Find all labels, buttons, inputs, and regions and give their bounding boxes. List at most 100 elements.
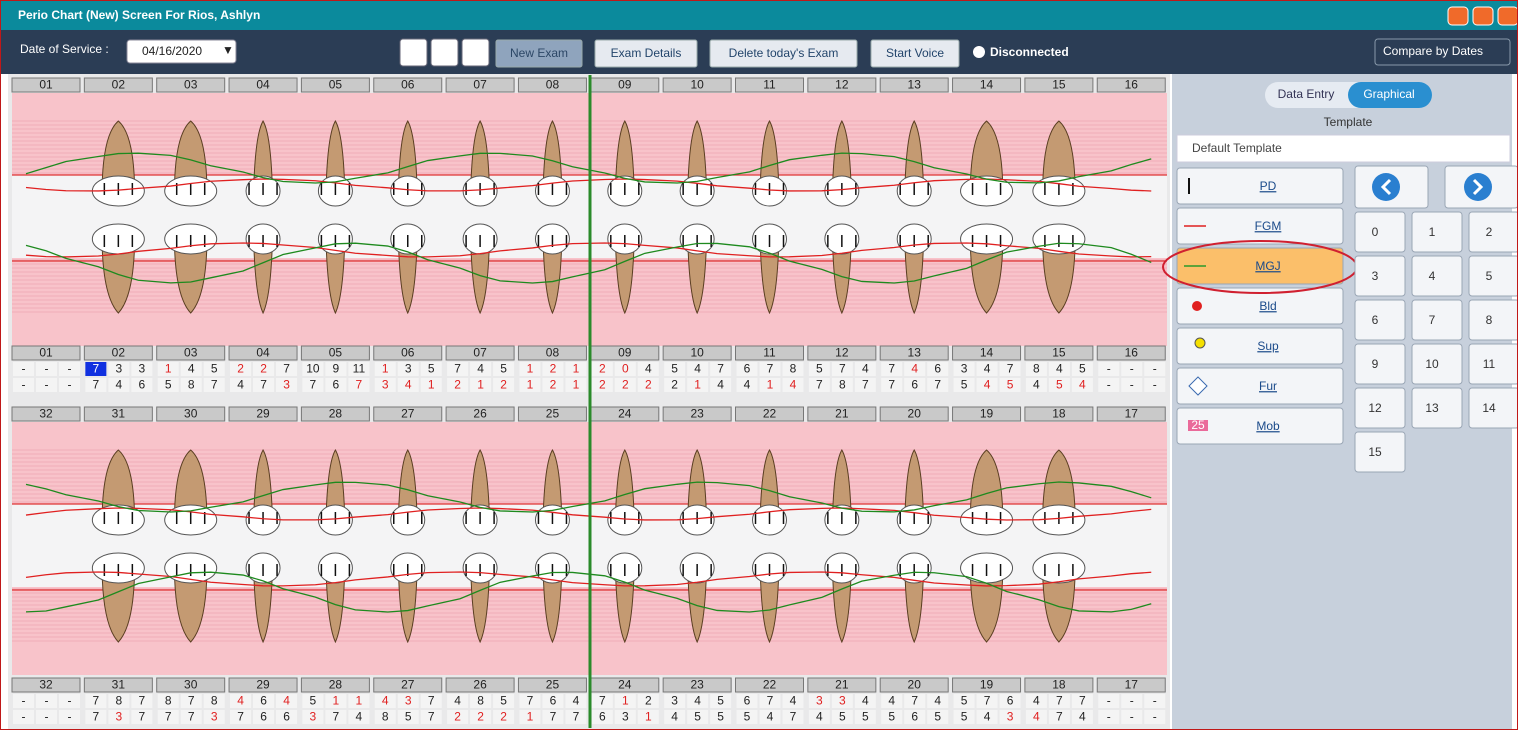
measurement-value: 8 [382,710,389,724]
tooth-number: 22 [763,678,777,692]
measurement-value: 1 [165,362,172,376]
keypad-key[interactable] [1412,300,1462,340]
toolbar-icon[interactable] [462,39,489,66]
legend-icon [1192,301,1202,311]
measurement-value: 1 [382,362,389,376]
tooth-number: 31 [112,407,126,421]
window-control[interactable] [1498,7,1518,25]
measurement-value: 7 [428,710,435,724]
tooth-number: 16 [1125,346,1139,360]
window-control[interactable] [1473,7,1493,25]
measurement-value: 4 [1033,378,1040,392]
measurement-value: 4 [984,378,991,392]
keypad-key[interactable] [1412,256,1462,296]
tooth-number: 28 [329,678,343,692]
measurement-value: 1 [573,362,580,376]
measurement-value: 8 [1033,362,1040,376]
keypad-key[interactable] [1355,300,1405,340]
keypad-key[interactable] [1469,300,1518,340]
measurement-value: 7 [767,362,774,376]
legend-icon [1195,338,1205,348]
keypad-key-label: 4 [1429,269,1436,283]
measurement-value: 3 [382,378,389,392]
measurement-value: - [68,362,72,376]
tooth-number: 10 [690,78,704,92]
toolbar-icon[interactable] [400,39,427,66]
tooth-number: 01 [39,78,53,92]
template-value: Default Template [1192,141,1282,155]
measurement-value: 3 [671,694,678,708]
tooth-number: 19 [980,407,994,421]
keypad-key[interactable] [1355,256,1405,296]
measurement-value: 7 [211,378,218,392]
measurement-value: 8 [211,694,218,708]
measurement-value: - [1130,694,1134,708]
keypad-key[interactable] [1469,212,1518,252]
keypad-key[interactable] [1412,212,1462,252]
measurement-value: - [1130,362,1134,376]
measurement-value: 4 [454,694,461,708]
status-text: Disconnected [990,45,1069,59]
measurement-value: 4 [1056,362,1063,376]
tooth-number: 02 [112,78,126,92]
measurement-value: 4 [911,362,918,376]
measurement-value: 8 [839,378,846,392]
measurement-value: 6 [283,710,290,724]
status-icon [973,46,985,58]
window-control[interactable] [1448,7,1468,25]
tooth-number: 17 [1125,678,1139,692]
measurement-value: - [1153,694,1157,708]
measurement-value: 7 [599,694,606,708]
measurement-value: 5 [1079,362,1086,376]
tooth-number: 27 [401,407,415,421]
measurement-value: 5 [961,710,968,724]
measurement-value: 5 [717,710,724,724]
tooth-number: 21 [835,407,849,421]
legend-label: FGM [1255,219,1282,233]
tooth-number: 05 [329,346,343,360]
measurement-value: 7 [139,694,146,708]
measurement-value: 1 [527,378,534,392]
measurement-value: 1 [767,378,774,392]
toolbar-icon[interactable] [431,39,458,66]
measurement-value: 2 [550,378,557,392]
tooth-number: 09 [618,346,632,360]
keypad-key[interactable] [1469,256,1518,296]
measurement-value: 1 [527,710,534,724]
measurement-value: 4 [1033,710,1040,724]
keypad-key-label: 1 [1429,225,1436,239]
measurement-value: 7 [93,378,100,392]
measurement-value: 4 [934,694,941,708]
keypad-key-label: 3 [1372,269,1379,283]
measurement-value: 4 [356,710,363,724]
legend-label: Fur [1259,379,1277,393]
measurement-value: 3 [283,378,290,392]
measurement-value: 4 [116,378,123,392]
tooth-number: 30 [184,678,198,692]
tooth-number: 23 [690,678,704,692]
date-label: Date of Service : [20,42,109,56]
keypad-key-label: 5 [1486,269,1493,283]
measurement-value: - [45,362,49,376]
keypad-key[interactable] [1355,212,1405,252]
measurement-value: - [22,378,26,392]
measurement-value: 5 [961,694,968,708]
view-toggle-label: Graphical [1363,87,1414,101]
tooth-number: 31 [112,678,126,692]
measurement-value: 2 [550,362,557,376]
measurement-value: - [68,710,72,724]
keypad-key-label: 12 [1368,401,1382,415]
measurement-value: - [1107,694,1111,708]
measurement-value: 6 [333,378,340,392]
template-label: Template [1324,115,1373,129]
measurement-value: 7 [934,378,941,392]
measurement-value: 5 [310,694,317,708]
tooth-number: 12 [835,346,849,360]
measurement-value: 6 [911,710,918,724]
keypad-key[interactable] [1355,344,1405,384]
measurement-value: 8 [790,362,797,376]
measurement-value: 4 [862,694,869,708]
keypad-key-label: 13 [1425,401,1439,415]
measurement-value: 4 [1079,378,1086,392]
legend-label: Mob [1256,419,1280,433]
